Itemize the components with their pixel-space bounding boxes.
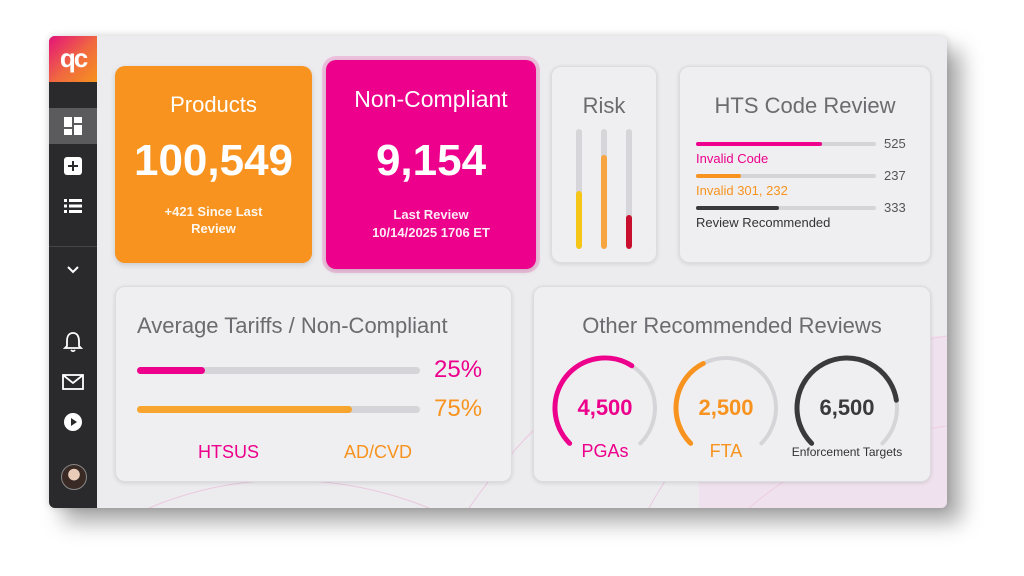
sidebar-item-dashboard[interactable]	[49, 108, 97, 144]
risk-bar-3-fill	[626, 215, 632, 249]
tariff-bar-adcvd-fill	[137, 406, 353, 413]
risk-bar-1	[576, 129, 582, 249]
play-icon	[64, 413, 82, 431]
app-window: qc	[49, 36, 947, 508]
risk-card[interactable]: Risk	[551, 66, 657, 263]
hts-bar-invalid-code	[696, 142, 876, 146]
tariff-label-adcvd: AD/CVD	[344, 442, 413, 462]
risk-bar-2	[601, 129, 607, 249]
noncompliant-card[interactable]: Non-Compliant 9,154 Last Review 10/14/20…	[326, 60, 536, 269]
products-subtitle-line1: +421 Since Last	[164, 204, 263, 219]
noncompliant-title: Non-Compliant	[354, 86, 508, 112]
hts-bar-invalid-301	[696, 174, 876, 178]
gauge-enforcement-label: Enforcement Targets	[791, 445, 903, 459]
gauge-fta	[673, 356, 778, 446]
sidebar-item-notifications[interactable]	[49, 324, 97, 360]
sidebar-expand-button[interactable]	[49, 252, 97, 288]
hts-review-card[interactable]: HTS Code Review 525 Invalid Code 237 Inv…	[679, 66, 931, 263]
mail-icon	[62, 374, 84, 390]
gauge-enforcement	[794, 355, 899, 446]
sidebar-item-play[interactable]	[49, 404, 97, 440]
tariff-label-htsus: HTSUS	[198, 442, 260, 462]
list-icon	[64, 199, 82, 213]
risk-title: Risk	[582, 93, 626, 118]
gauge-pgas-arc	[552, 355, 635, 446]
sidebar-item-add[interactable]	[49, 148, 97, 184]
gauge-fta-value: 2,500	[698, 395, 754, 420]
hts-title: HTS Code Review	[714, 93, 896, 118]
hts-count-invalid-301: 237	[884, 168, 906, 183]
gauge-enforcement-arc	[794, 355, 899, 446]
tariff-bar-adcvd	[137, 406, 420, 413]
tariffs-title: Average Tariffs / Non-Compliant	[137, 313, 448, 338]
gauge-pgas	[552, 355, 657, 446]
sidebar-item-list[interactable]	[49, 188, 97, 224]
noncompliant-value: 9,154	[375, 136, 487, 185]
other-title: Other Recommended Reviews	[582, 313, 882, 338]
hts-bar-invalid-301-fill	[696, 174, 741, 178]
gauge-enforcement-value: 6,500	[819, 395, 875, 420]
gauge-pgas-value: 4,500	[577, 395, 633, 420]
dashboard-icon	[64, 117, 82, 135]
tariff-percent-adcvd: 75%	[434, 395, 483, 422]
gauge-pgas-label: PGAs	[581, 441, 629, 461]
other-reviews-card[interactable]: Other Recommended Reviews 4,500 PGAs 2,5…	[533, 286, 931, 482]
hts-label-invalid-code: Invalid Code	[696, 151, 769, 166]
tariff-percent-htsus: 25%	[434, 356, 483, 383]
tariff-bar-htsus	[137, 367, 420, 374]
tariff-bar-htsus-fill	[137, 367, 205, 374]
hts-count-invalid-code: 525	[884, 136, 906, 151]
hts-bar-review-recommended	[696, 206, 876, 210]
user-avatar[interactable]	[61, 464, 87, 490]
app-logo[interactable]: qc	[49, 36, 97, 82]
noncompliant-subtitle-line2: 10/14/2025 1706 ET	[372, 225, 490, 240]
noncompliant-subtitle-line1: Last Review	[393, 207, 469, 222]
risk-bar-1-fill	[576, 191, 582, 249]
sidebar-divider	[49, 246, 97, 247]
gauge-fta-label: FTA	[709, 441, 743, 461]
sidebar: qc	[49, 36, 97, 508]
products-title: Products	[170, 92, 257, 117]
average-tariffs-card[interactable]: Average Tariffs / Non-Compliant 25% 75% …	[115, 286, 512, 482]
hts-count-review-recommended: 333	[884, 200, 906, 215]
products-subtitle-line2: Review	[191, 221, 236, 236]
bell-icon	[63, 332, 83, 353]
risk-bar-3	[626, 129, 632, 249]
risk-bar-2-fill	[601, 155, 607, 249]
hts-bar-invalid-code-fill	[696, 142, 822, 146]
add-icon	[64, 157, 82, 175]
chevron-down-icon	[67, 266, 79, 274]
hts-label-invalid-301: Invalid 301, 232	[696, 183, 788, 198]
sidebar-item-mail[interactable]	[49, 364, 97, 400]
products-card[interactable]: Products 100,549 +421 Since Last Review	[115, 66, 312, 263]
hts-bar-review-recommended-fill	[696, 206, 779, 210]
hts-label-review-recommended: Review Recommended	[696, 215, 831, 230]
gauge-fta-arc	[673, 360, 706, 446]
products-value: 100,549	[133, 136, 294, 185]
